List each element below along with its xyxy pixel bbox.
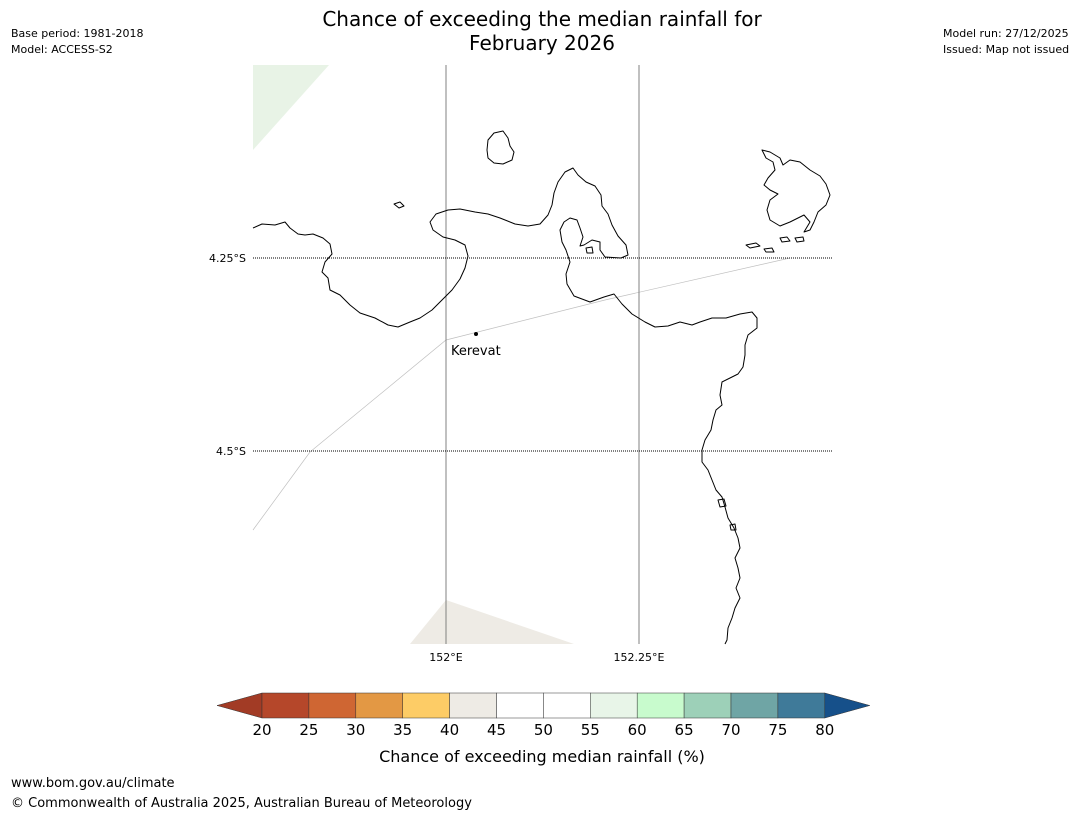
province-boundary bbox=[252, 257, 791, 531]
small-island-7 bbox=[717, 498, 727, 508]
latitude-label-1: 4.25°S bbox=[209, 252, 246, 265]
north-island bbox=[486, 130, 515, 165]
meta-left: Base period: 1981-2018 Model: ACCESS-S2 bbox=[11, 26, 143, 58]
colorbar-extend-high bbox=[824, 692, 871, 719]
colorbar-tick-label: 55 bbox=[581, 721, 600, 739]
colorbar-bin bbox=[355, 692, 403, 719]
colorbar-tick-label: 20 bbox=[252, 721, 271, 739]
colorbar-tick-label: 45 bbox=[487, 721, 506, 739]
base-period: Base period: 1981-2018 bbox=[11, 27, 144, 40]
place-label: Kerevat bbox=[451, 344, 501, 359]
coastline bbox=[252, 130, 831, 645]
meta-right: Model run: 27/12/2025 Issued: Map not is… bbox=[943, 26, 1069, 58]
small-island-8 bbox=[729, 523, 737, 531]
colorbar-bin bbox=[496, 692, 544, 719]
colorbar-tick-label: 50 bbox=[534, 721, 553, 739]
colorbar-tick-label: 35 bbox=[393, 721, 412, 739]
footer-url: www.bom.gov.au/climate bbox=[11, 776, 175, 791]
colorbar-bin bbox=[777, 692, 826, 719]
coastline-west bbox=[252, 167, 758, 645]
colorbar-tick-label: 65 bbox=[675, 721, 694, 739]
colorbar-tick-label: 25 bbox=[299, 721, 318, 739]
model-run: Model run: 27/12/2025 bbox=[943, 27, 1069, 40]
colorbar-tick-label: 60 bbox=[628, 721, 647, 739]
small-island-5 bbox=[794, 236, 805, 243]
longitude-label-2: 152.25°E bbox=[614, 651, 665, 664]
colorbar-bin bbox=[261, 692, 310, 719]
small-island-3 bbox=[763, 247, 775, 253]
model-name: Model: ACCESS-S2 bbox=[11, 43, 113, 56]
colorbar-bin bbox=[636, 692, 685, 719]
colorbar-bin bbox=[402, 692, 450, 719]
colorbar-tick-label: 40 bbox=[440, 721, 459, 739]
latitude-label-2: 4.5°S bbox=[216, 445, 246, 458]
footer: www.bom.gov.au/climate © Commonwealth of… bbox=[11, 774, 472, 814]
longitude-label-1: 152°E bbox=[429, 651, 462, 664]
colorbar-bin bbox=[730, 692, 779, 719]
colorbar-bin bbox=[308, 692, 357, 719]
map-title: Chance of exceeding the median rainfall … bbox=[242, 7, 842, 55]
colorbar-tick-label: 75 bbox=[768, 721, 787, 739]
colorbar-tick-label: 70 bbox=[721, 721, 740, 739]
colorbar-label: Chance of exceeding median rainfall (%) bbox=[379, 747, 705, 766]
probability-region-55-60 bbox=[253, 65, 329, 150]
footer-copyright: © Commonwealth of Australia 2025, Austra… bbox=[11, 796, 472, 811]
small-island-2 bbox=[745, 242, 761, 249]
small-island-4 bbox=[779, 236, 791, 243]
place-marker bbox=[474, 332, 478, 336]
issued-status: Issued: Map not issued bbox=[943, 43, 1070, 56]
colorbar-tick-label: 80 bbox=[815, 721, 834, 739]
map-title-line-2: February 2026 bbox=[469, 31, 615, 55]
small-island-6 bbox=[585, 246, 594, 254]
colorbar-bin bbox=[543, 692, 591, 719]
colorbar-bin bbox=[590, 692, 638, 719]
colorbar-bin bbox=[449, 692, 497, 719]
probability-region-40-45 bbox=[410, 600, 574, 644]
small-island-1 bbox=[393, 201, 405, 209]
coastline-east-islands bbox=[761, 149, 831, 233]
map-title-line-1: Chance of exceeding the median rainfall … bbox=[322, 7, 762, 31]
colorbar: 20 25 30 35 40 45 50 55 60 65 70 75 80 bbox=[216, 692, 871, 739]
colorbar-bin bbox=[683, 692, 732, 719]
colorbar-tick-label: 30 bbox=[346, 721, 365, 739]
colorbar-extend-low bbox=[216, 692, 263, 719]
